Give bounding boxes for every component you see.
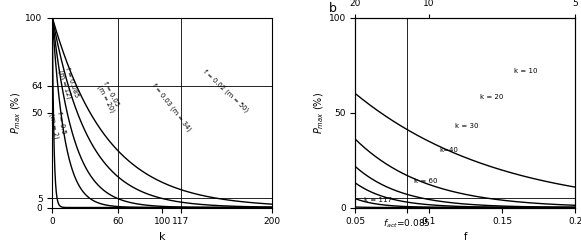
Text: b: b	[329, 2, 337, 15]
Y-axis label: $P_{max}$ (%): $P_{max}$ (%)	[312, 92, 326, 134]
Text: f = 0.05
(m = 20): f = 0.05 (m = 20)	[96, 81, 122, 114]
Text: k = 60: k = 60	[414, 178, 437, 184]
Text: k = 20: k = 20	[480, 94, 503, 100]
Text: k=40: k=40	[439, 148, 458, 154]
Text: f = 0.03 (m = 34): f = 0.03 (m = 34)	[151, 82, 192, 132]
Text: f = 0.5
(m = 2): f = 0.5 (m = 2)	[48, 111, 67, 139]
Text: k = 30: k = 30	[455, 123, 479, 129]
X-axis label: k: k	[159, 232, 166, 242]
Y-axis label: $P_{max}$ (%): $P_{max}$ (%)	[9, 92, 23, 134]
Text: f = 0.085
(m = 12): f = 0.085 (m = 12)	[57, 67, 80, 100]
Text: f = 0.02 (m = 50): f = 0.02 (m = 50)	[202, 68, 249, 114]
Text: k = 10: k = 10	[514, 68, 537, 74]
X-axis label: f: f	[464, 232, 467, 242]
Text: k = 117: k = 117	[364, 197, 392, 203]
